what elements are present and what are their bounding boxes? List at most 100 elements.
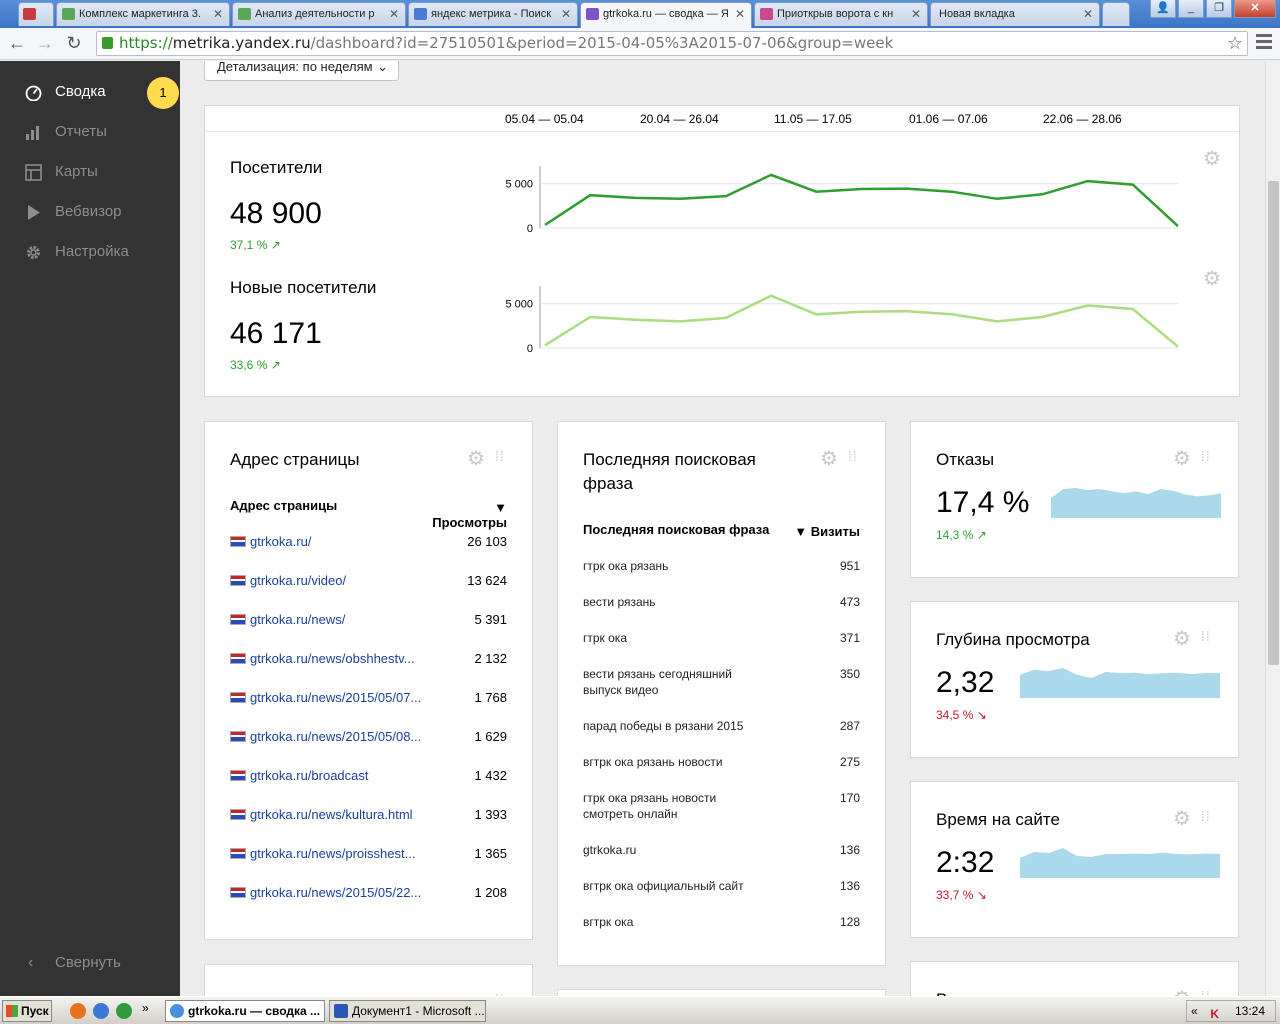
drag-handle-icon[interactable]: ⁞⁞ bbox=[1201, 988, 1211, 996]
table-row[interactable]: gtrkoka.ru/news/proisshest... 1 365 bbox=[230, 846, 507, 861]
y-tick-label: 5 000 bbox=[505, 179, 533, 191]
maximize-button[interactable]: ❐ bbox=[1206, 0, 1232, 18]
detail-dropdown[interactable]: Детализация: по неделям ⌄ bbox=[204, 61, 399, 81]
table-row[interactable]: вести рязань 473 bbox=[583, 594, 860, 610]
table-row[interactable]: gtrkoka.ru/news/obshhestv... 2 132 bbox=[230, 651, 507, 666]
column-header-address[interactable]: Адрес страницы bbox=[230, 498, 338, 513]
close-tab-icon[interactable]: ✕ bbox=[1082, 7, 1093, 21]
tab-gates[interactable]: Приоткрыв ворота с кн ✕ bbox=[754, 2, 928, 26]
column-header-phrase[interactable]: Последняя поисковая фраза bbox=[583, 522, 770, 537]
task-word[interactable]: Документ1 - Microsoft ... bbox=[329, 1000, 486, 1022]
close-tab-icon[interactable]: ✕ bbox=[910, 7, 921, 21]
tab-marketing[interactable]: Комплекс маркетинга 3. ✕ bbox=[56, 2, 230, 26]
table-row[interactable]: gtrkoka.ru/news/2015/05/22... 1 208 bbox=[230, 885, 507, 900]
sidebar-item-settings[interactable]: Настройка bbox=[0, 234, 180, 270]
windows-taskbar: Пуск » gtrkoka.ru — сводка ... Документ1… bbox=[0, 996, 1280, 1024]
page-link[interactable]: gtrkoka.ru/news/2015/05/07... bbox=[250, 690, 422, 705]
favicon-icon bbox=[62, 8, 75, 20]
start-button[interactable]: Пуск bbox=[2, 1000, 52, 1022]
tab-search[interactable]: яндекс метрика - Поиск ✕ bbox=[408, 2, 578, 26]
table-row[interactable]: gtrkoka.ru/news/5 391 bbox=[230, 612, 507, 627]
table-row[interactable]: gtrkoka.ru/news/2015/05/08... 1 629 bbox=[230, 729, 507, 744]
sidebar-item-maps[interactable]: Карты bbox=[0, 154, 180, 190]
table-row[interactable]: gtrkoka.ru/video/13 624 bbox=[230, 573, 507, 588]
search-phrase-widget: Последняя поисковая фраза ⚙ ⁞⁞ Последняя… bbox=[557, 421, 886, 966]
gear-icon[interactable]: ⚙ bbox=[1173, 628, 1191, 650]
page-scrollbar[interactable] bbox=[1265, 61, 1280, 996]
table-row[interactable]: gtrkoka.ru/broadcast 1 432 bbox=[230, 768, 507, 783]
drag-handle-icon[interactable]: ⁞⁞ bbox=[495, 992, 505, 996]
page-link[interactable]: gtrkoka.ru/news/2015/05/22... bbox=[250, 885, 422, 900]
table-row[interactable]: гтрк ока рязань 951 bbox=[583, 558, 860, 574]
back-icon[interactable]: ← bbox=[8, 33, 26, 53]
close-window-button[interactable]: ✕ bbox=[1234, 0, 1276, 18]
tab-new[interactable]: Новая вкладка ✕ bbox=[930, 2, 1100, 26]
table-row[interactable]: парад победы в рязани 2015 287 bbox=[583, 718, 860, 734]
tray-expand-icon[interactable]: « bbox=[1191, 1004, 1198, 1018]
drag-handle-icon[interactable]: ⁞⁞ bbox=[848, 448, 858, 464]
user-icon[interactable]: 👤 bbox=[1150, 0, 1176, 18]
notification-badge[interactable]: 1 bbox=[147, 77, 179, 109]
close-tab-icon[interactable]: ✕ bbox=[560, 7, 571, 21]
gear-icon[interactable]: ⚙ bbox=[1203, 148, 1221, 170]
table-row[interactable]: вгтрк ока 128 bbox=[583, 914, 860, 930]
drag-handle-icon[interactable]: ⁞⁞ bbox=[495, 448, 505, 464]
gear-icon[interactable]: ⚙ bbox=[467, 448, 485, 470]
table-row[interactable]: gtrkoka.ru/news/2015/05/07... 1 768 bbox=[230, 690, 507, 705]
tab-pinned[interactable] bbox=[18, 2, 54, 26]
page-link[interactable]: gtrkoka.ru/news/ bbox=[250, 612, 346, 627]
lock-icon bbox=[102, 37, 113, 49]
collapse-sidebar-button[interactable]: ‹ Свернуть bbox=[0, 945, 180, 981]
gear-icon[interactable]: ⚙ bbox=[1173, 808, 1191, 830]
gear-icon[interactable]: ⚙ bbox=[1203, 268, 1221, 290]
sidebar-item-reports[interactable]: Отчеты bbox=[0, 114, 180, 150]
widget-title: Возраст bbox=[936, 988, 1000, 996]
firefox-icon[interactable] bbox=[70, 1003, 86, 1019]
table-row[interactable]: gtrkoka.ru/news/kultura.html 1 393 bbox=[230, 807, 507, 822]
table-row[interactable]: gtrkoka.ru/26 103 bbox=[230, 534, 507, 549]
table-row[interactable]: гтрк ока рязань новости смотреть онлайн 17… bbox=[583, 790, 860, 822]
drag-handle-icon[interactable]: ⁞⁞ bbox=[1201, 628, 1211, 644]
table-row[interactable]: вгтрк ока рязань новости 275 bbox=[583, 754, 860, 770]
gear-icon[interactable]: ⚙ bbox=[1173, 989, 1191, 996]
menu-icon[interactable] bbox=[1256, 34, 1272, 52]
address-bar[interactable]: https://metrika.yandex.ru/dashboard?id=2… bbox=[96, 31, 1248, 56]
reload-icon[interactable]: ↻ bbox=[66, 33, 82, 53]
page-link[interactable]: gtrkoka.ru/news/2015/05/08... bbox=[250, 729, 422, 744]
close-tab-icon[interactable]: ✕ bbox=[388, 7, 399, 21]
sidebar-item-webvisor[interactable]: Вебвизор bbox=[0, 194, 180, 230]
drag-handle-icon[interactable]: ⁞⁞ bbox=[1201, 448, 1211, 464]
minimize-button[interactable]: _ bbox=[1178, 0, 1204, 18]
new-tab-button[interactable] bbox=[1102, 2, 1130, 26]
gear-icon[interactable]: ⚙ bbox=[820, 448, 838, 470]
tab-metrika[interactable]: gtrkoka.ru — сводка — Я ✕ bbox=[580, 2, 752, 28]
close-tab-icon[interactable]: ✕ bbox=[212, 7, 223, 21]
browser-tab-bar: Комплекс маркетинга 3. ✕ Анализ деятельно… bbox=[0, 0, 1280, 28]
antivirus-icon[interactable]: K bbox=[1210, 1007, 1219, 1021]
bookmark-star-icon[interactable]: ☆ bbox=[1226, 33, 1243, 54]
media-player-icon[interactable] bbox=[116, 1003, 132, 1019]
table-row[interactable]: гтрк ока 371 bbox=[583, 630, 860, 646]
close-tab-icon[interactable]: ✕ bbox=[734, 7, 745, 21]
drag-handle-icon[interactable]: ⁞⁞ bbox=[1201, 808, 1211, 824]
sidebar-item-summary[interactable]: Сводка bbox=[0, 74, 180, 110]
page-link[interactable]: gtrkoka.ru/broadcast bbox=[250, 768, 369, 783]
column-header-visits[interactable]: ▼ Визиты bbox=[794, 524, 860, 539]
page-link[interactable]: gtrkoka.ru/video/ bbox=[250, 573, 347, 588]
table-row[interactable]: вгтрк ока официальный сайт 136 bbox=[583, 878, 860, 894]
new-visitors-line-chart: 5 000 0 bbox=[505, 286, 1179, 355]
table-row[interactable]: вести рязань сегодняшний выпуск видео 350 bbox=[583, 666, 860, 698]
column-header-views[interactable]: ▼ Просмотры bbox=[432, 500, 507, 530]
table-row[interactable]: gtrkoka.ru 136 bbox=[583, 842, 860, 858]
task-chrome[interactable]: gtrkoka.ru — сводка ... bbox=[165, 1000, 325, 1022]
forward-icon[interactable]: → bbox=[36, 33, 54, 53]
more-icon[interactable]: » bbox=[142, 1001, 149, 1015]
tab-analysis[interactable]: Анализ деятельности р ✕ bbox=[232, 2, 406, 26]
ie-icon[interactable] bbox=[93, 1003, 109, 1019]
gear-icon[interactable]: ⚙ bbox=[1173, 448, 1191, 470]
scrollbar-thumb[interactable] bbox=[1268, 181, 1279, 665]
page-link[interactable]: gtrkoka.ru/news/proisshest... bbox=[250, 846, 416, 861]
page-link[interactable]: gtrkoka.ru/news/obshhestv... bbox=[250, 651, 415, 666]
page-link[interactable]: gtrkoka.ru/ bbox=[250, 534, 312, 549]
page-link[interactable]: gtrkoka.ru/news/kultura.html bbox=[250, 807, 413, 822]
